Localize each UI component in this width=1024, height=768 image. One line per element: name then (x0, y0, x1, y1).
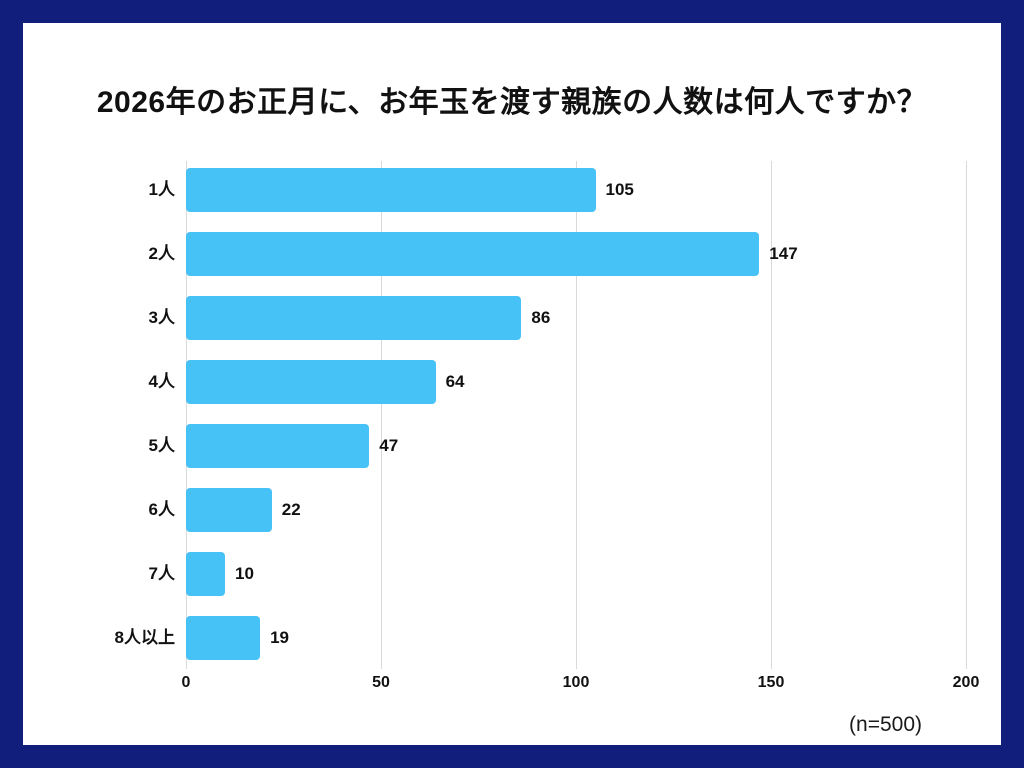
gridline-0 (185, 161, 187, 669)
bar-row: 5人 47 (149, 424, 966, 468)
sample-size-note: (n=500) (849, 713, 922, 736)
gridline-150 (770, 161, 772, 669)
gridline-200 (965, 161, 967, 669)
category-label: 4人 (148, 372, 175, 391)
plot-area: 0 50 100 150 200 1人 105 2人 147 3人 86 4人 64 5人 47 6人 22 7… (115, 161, 979, 691)
gridline-50 (380, 161, 382, 669)
bar (186, 424, 370, 468)
bar-row: 6人 22 (149, 488, 966, 532)
category-label: 6人 (148, 500, 175, 519)
chart-panel: 2026年のお正月に、お年玉を渡す親族の人数は何人ですか？ 0 50 100 150 2… (23, 23, 1001, 745)
gridline-100 (575, 161, 577, 669)
category-label: 5人 (148, 436, 175, 455)
x-axis: 0 50 100 150 200 (182, 674, 980, 696)
bar (186, 552, 225, 596)
category-label: 1人 (148, 180, 175, 199)
bar (186, 360, 436, 404)
x-tick-label-150: 150 (757, 674, 785, 691)
value-label: 10 (235, 564, 254, 583)
bar-row: 4人 64 (149, 360, 966, 404)
value-label: 105 (605, 180, 634, 199)
value-label: 22 (281, 500, 301, 519)
category-label: 3人 (148, 308, 175, 327)
bar (186, 616, 261, 660)
bar-row: 2人 147 (149, 232, 966, 276)
bar (186, 296, 522, 340)
x-tick-label-100: 100 (562, 674, 590, 691)
x-tick-label-50: 50 (372, 674, 390, 691)
bar-row: 1人 105 (149, 168, 966, 212)
value-label: 147 (769, 244, 798, 263)
category-label: 8人以上 (114, 628, 175, 647)
value-label: 47 (379, 436, 399, 455)
bar (186, 168, 596, 212)
x-tick-label-200: 200 (952, 674, 980, 691)
bar-row: 7人 10 (149, 552, 966, 596)
bar (186, 232, 760, 276)
bar (186, 488, 272, 532)
x-tick-label-0: 0 (181, 674, 191, 691)
value-label: 64 (445, 372, 465, 391)
category-label: 7人 (148, 564, 175, 583)
value-label: 86 (531, 308, 551, 327)
chart-title: 2026年のお正月に、お年玉を渡す親族の人数は何人ですか？ (96, 86, 928, 119)
value-label: 19 (270, 628, 290, 647)
bar-row: 3人 86 (149, 296, 966, 340)
bar-row: 8人以上 19 (115, 616, 966, 660)
category-label: 2人 (148, 244, 175, 263)
